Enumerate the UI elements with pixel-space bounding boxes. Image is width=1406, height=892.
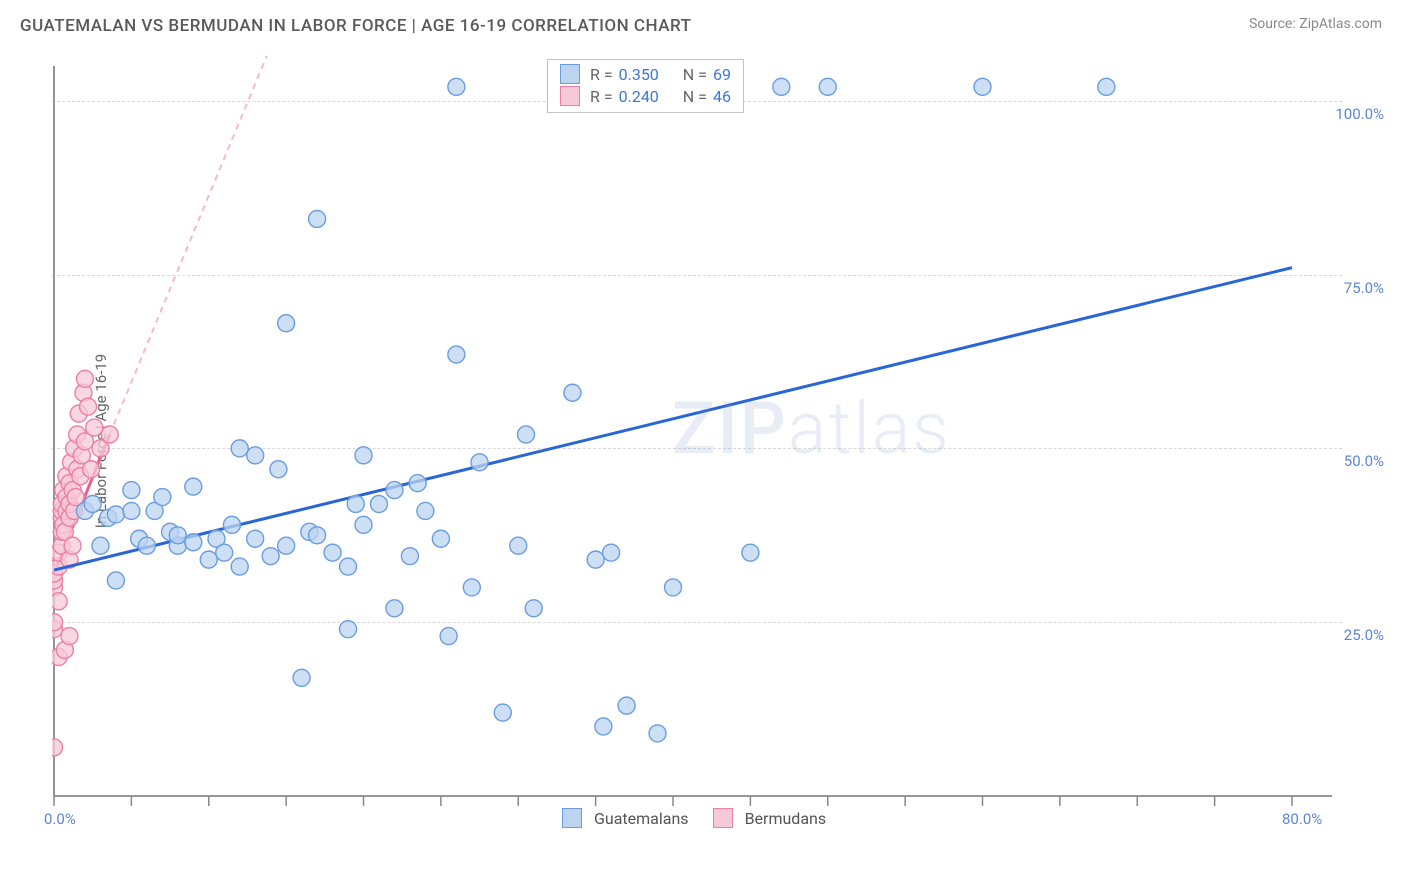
chart-source: Source: ZipAtlas.com [1249, 16, 1382, 32]
legend-item: Guatemalans [562, 808, 689, 828]
n-label: N = [683, 87, 707, 106]
chart-title: GUATEMALAN VS BERMUDAN IN LABOR FORCE | … [20, 16, 691, 36]
r-label: R = [590, 65, 613, 84]
r-value: 0.240 [619, 87, 659, 106]
legend-label: Bermudans [745, 809, 827, 828]
n-value: 46 [713, 87, 731, 106]
stat-row: R = 0.240 N = 46 [560, 86, 731, 106]
y-tick-label: 75.0% [1344, 279, 1384, 297]
chart-plot-area: In Labor Force | Age 16-19 ZIPatlas R =0… [52, 56, 1342, 826]
y-tick-label: 50.0% [1344, 452, 1384, 470]
correlation-stat-box: R = 0.350 N = 69 R = 0.240 N = 46 [547, 59, 744, 113]
r-label: R = [590, 87, 613, 106]
legend-label: Guatemalans [594, 809, 689, 828]
legend-swatch [562, 808, 582, 828]
x-tick-label: 80.0% [1282, 810, 1322, 828]
legend-item: Bermudans [713, 808, 827, 828]
n-label: N = [683, 65, 707, 84]
y-tick-label: 100.0% [1335, 105, 1384, 123]
y-tick-label: 25.0% [1344, 626, 1384, 644]
x-tick-label: 0.0% [44, 810, 76, 828]
source-prefix: Source: [1249, 16, 1299, 32]
source-name: ZipAtlas.com [1299, 16, 1382, 32]
series-swatch [560, 64, 580, 84]
legend: Guatemalans Bermudans [562, 808, 826, 828]
legend-swatch [713, 808, 733, 828]
n-value: 69 [713, 65, 731, 84]
series-swatch [560, 86, 580, 106]
r-value: 0.350 [619, 65, 659, 84]
scatter-plot-svg [52, 56, 1342, 826]
stat-row: R = 0.350 N = 69 [560, 64, 731, 84]
